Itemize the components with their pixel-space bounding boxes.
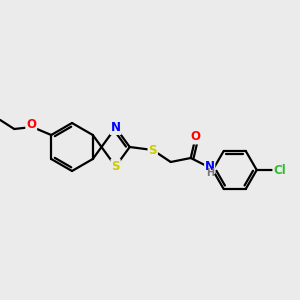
Text: S: S <box>111 160 120 173</box>
Text: H: H <box>206 168 214 178</box>
Text: S: S <box>148 143 157 157</box>
Text: N: N <box>205 160 215 173</box>
Text: O: O <box>26 118 36 130</box>
Text: O: O <box>191 130 201 143</box>
Text: Cl: Cl <box>273 164 286 176</box>
Text: N: N <box>111 121 121 134</box>
